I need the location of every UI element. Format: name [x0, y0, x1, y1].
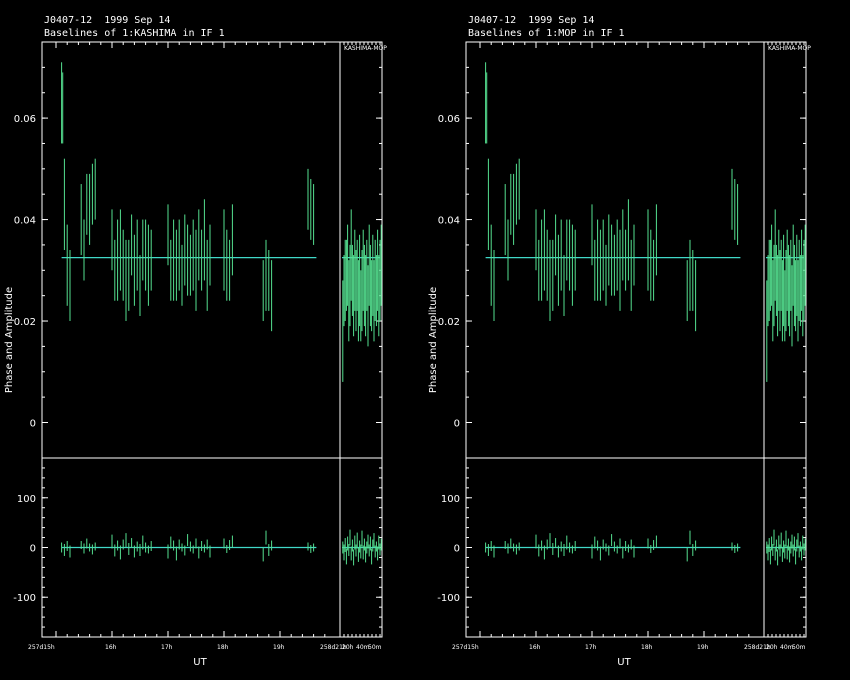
p1-x-tick-label-seg2: 20h [342, 644, 354, 651]
p1-x-tick-label: 257d15h [28, 644, 55, 651]
p1-x-tick-label: 17h [161, 644, 173, 651]
p2-x-axis-label: UT [617, 657, 631, 668]
p2-amp-tick-label: 0.02 [438, 317, 460, 328]
p2-x-tick-label: 257d15h [452, 644, 479, 651]
panel1-header-line2: Baselines of 1:KASHIMA in IF 1 [44, 28, 225, 39]
p1-phase-tick-label: 0 [30, 544, 36, 555]
p1-x-tick-label: 18h [217, 644, 229, 651]
panel1-header-line1: J0407-12 1999 Sep 14 [44, 15, 171, 26]
panel2-header-line2: Baselines of 1:MOP in IF 1 [468, 28, 625, 39]
p2-x-tick-label-seg2: 50m [792, 644, 806, 651]
p2-amp-tick-label: 0.06 [438, 114, 460, 125]
p1-x-tick-label-seg2: 40m [356, 644, 370, 651]
p1-amp-tick-label: 0.02 [14, 317, 36, 328]
p1-x-axis-label: UT [193, 657, 207, 668]
panel2-header-line1: J0407-12 1999 Sep 14 [468, 15, 595, 26]
p2-x-tick-label: 19h [697, 644, 709, 651]
p2-amp-tick-label: 0.04 [438, 216, 460, 227]
p1-baseline-small-label: KASHIMA-MOP [344, 45, 387, 52]
p2-x-tick-label: 18h [641, 644, 653, 651]
p1-x-tick-label: 16h [105, 644, 117, 651]
p2-amp-tick-label: 0 [454, 418, 460, 429]
p1-amp-tick-label: 0 [30, 418, 36, 429]
p2-x-tick-label-seg2: 258d21h [744, 644, 771, 651]
p1-x-tick-label: 19h [273, 644, 285, 651]
p2-x-tick-label-seg2: 40m [780, 644, 794, 651]
p2-phase-tick-label: 0 [454, 544, 460, 555]
p2-x-tick-label: 17h [585, 644, 597, 651]
p1-phase-tick-label: -100 [13, 593, 36, 604]
p2-phase-tick-label: -100 [437, 593, 460, 604]
p1-amp-tick-label: 0.04 [14, 216, 36, 227]
p2-y-axis-label: Phase and Amplitude [428, 287, 439, 393]
p2-plot-frame [465, 41, 807, 638]
p1-plot-frame [41, 41, 383, 638]
p2-phase-tick-label: 100 [441, 494, 460, 505]
p1-x-tick-label-seg2: 258d21h [320, 644, 347, 651]
p2-x-tick-label: 16h [529, 644, 541, 651]
p1-phase-tick-label: 100 [17, 494, 36, 505]
p1-y-axis-label: Phase and Amplitude [4, 287, 15, 393]
p1-x-tick-label-seg2: 50m [368, 644, 382, 651]
p2-baseline-small-label: KASHIMA-MOP [768, 45, 811, 52]
p1-amp-tick-label: 0.06 [14, 114, 36, 125]
p2-x-tick-label-seg2: 20h [766, 644, 778, 651]
